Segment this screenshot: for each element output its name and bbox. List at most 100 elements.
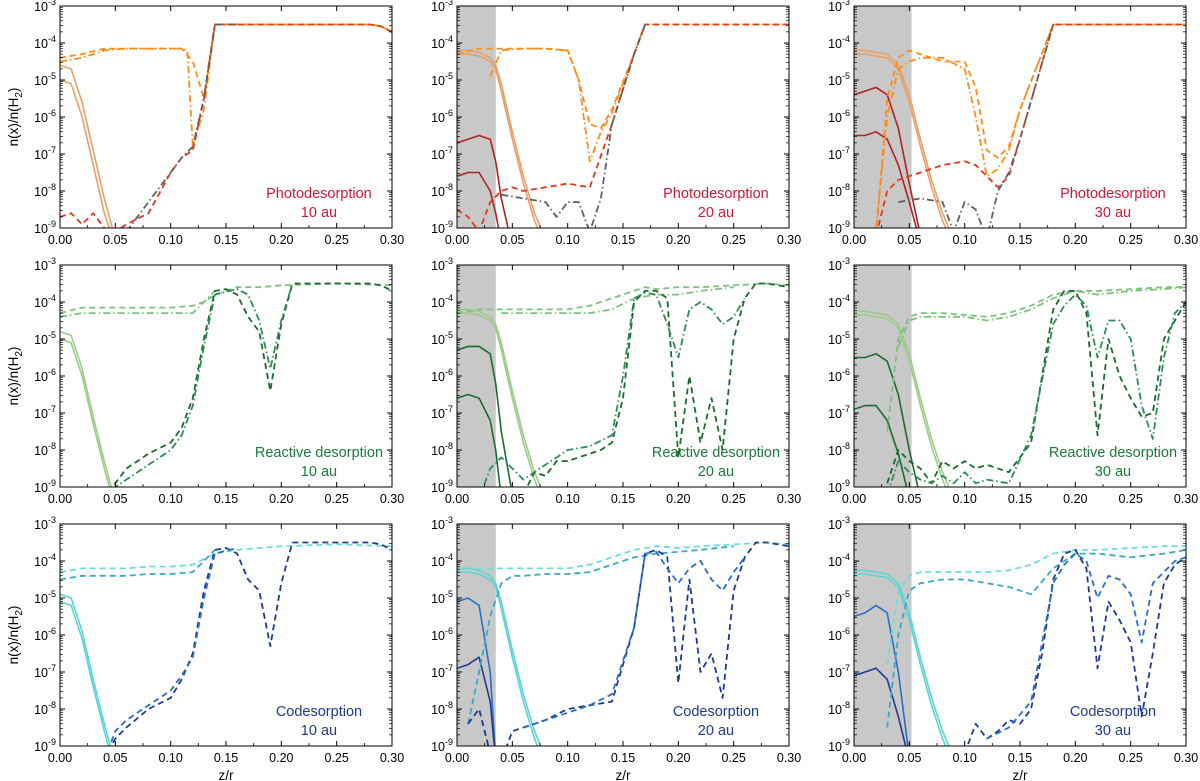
series-line-solid-4: [854, 404, 908, 487]
x-tick-label: 0.20: [666, 492, 690, 506]
x-tick-label: 0.15: [611, 233, 635, 247]
series-line-dash-1: [875, 23, 1186, 228]
panel-radius-label: 20 au: [698, 723, 734, 739]
series-line-solid-3: [854, 604, 909, 746]
series-line-solid-1: [457, 49, 542, 228]
x-axis-label: z/r: [219, 768, 235, 781]
y-tick-label: 10-8: [431, 441, 453, 458]
y-tick-label: 10-3: [431, 515, 453, 532]
y-tick-label: 10-6: [431, 367, 453, 384]
y-tick-label: 10-5: [431, 71, 453, 88]
x-tick-label: 0.10: [158, 233, 182, 247]
y-axis-label: n(x)/n(H2): [6, 347, 25, 406]
x-tick-label: 0.15: [214, 233, 238, 247]
y-axis-label: n(x)/n(H2): [6, 88, 25, 147]
series-line-solid-2: [60, 338, 111, 487]
y-tick-label: 10-7: [431, 404, 453, 421]
x-tick-label: 0.30: [1174, 492, 1198, 506]
panel-radius-label: 10 au: [301, 723, 337, 739]
panel-process-label: Codesorption: [1070, 704, 1156, 720]
x-tick-label: 0.00: [842, 492, 866, 506]
series-line-dashdot-1: [489, 24, 646, 163]
panel-process-label: Reactive desorption: [1049, 445, 1177, 461]
series-line-solid-2: [854, 573, 947, 746]
shaded-region: [457, 265, 496, 487]
x-tick-label: 0.15: [1008, 492, 1032, 506]
y-tick-label: 10-4: [431, 34, 453, 51]
x-tick-label: 0.20: [666, 233, 690, 247]
series-group: [854, 23, 1186, 228]
panel-codes-20: 0.00 0.05 0.10 0.15 0.20 0.25 0.30 10-9 10-8 10-7…: [431, 515, 801, 781]
y-tick-label: 10-6: [431, 108, 453, 125]
y-tick-label: 10-6: [34, 108, 56, 125]
y-tick-label: 10-8: [431, 182, 453, 199]
y-tick-label: 10-3: [34, 256, 56, 273]
series-line-dashdot-1: [60, 23, 392, 148]
x-tick-label: 0.25: [1118, 751, 1142, 765]
x-tick-label: 0.20: [1063, 492, 1087, 506]
y-tick-label: 10-9: [431, 219, 453, 236]
x-tick-label: 0.30: [380, 233, 404, 247]
panel-radius-label: 20 au: [698, 205, 734, 221]
series-line-dashdot-2: [501, 24, 646, 228]
x-tick-label: 0.25: [1118, 492, 1142, 506]
y-tick-label: 10-3: [34, 0, 56, 14]
series-line-solid-1: [60, 330, 113, 487]
x-tick-label: 0.00: [445, 751, 469, 765]
series-line-dash-3: [467, 541, 789, 746]
x-tick-label: 0.05: [103, 492, 127, 506]
y-tick-label: 10-8: [34, 700, 56, 717]
series-line-solid-1: [60, 593, 112, 746]
x-tick-label: 0.00: [445, 233, 469, 247]
series-line-solid-4: [457, 171, 500, 228]
panel-radius-label: 30 au: [1095, 723, 1131, 739]
x-tick-label: 0.30: [777, 492, 801, 506]
x-tick-label: 0.20: [1063, 233, 1087, 247]
y-tick-label: 10-7: [828, 663, 850, 680]
panel-process-label: Photodesorption: [266, 186, 372, 202]
y-tick-label: 10-9: [828, 737, 850, 754]
panel-radius-label: 20 au: [698, 464, 734, 480]
y-tick-label: 10-3: [431, 256, 453, 273]
x-tick-label: 0.15: [1008, 751, 1032, 765]
shaded-region: [457, 6, 496, 228]
x-tick-label: 0.15: [1008, 233, 1032, 247]
x-tick-label: 0.05: [897, 751, 921, 765]
series-line-dashdot-2: [128, 23, 238, 228]
series-line-dash-1: [60, 23, 392, 100]
y-tick-label: 10-6: [34, 367, 56, 384]
series-line-dash-1: [457, 541, 789, 570]
y-tick-label: 10-4: [34, 34, 56, 51]
y-tick-label: 10-3: [431, 0, 453, 14]
x-tick-label: 0.05: [500, 751, 524, 765]
series-line-dash-1: [886, 545, 1186, 665]
x-tick-label: 0.20: [269, 492, 293, 506]
panel-react-20: 0.00 0.05 0.10 0.15 0.20 0.25 0.30 10-9 10-8 10-7…: [431, 256, 801, 506]
x-tick-label: 0.00: [842, 233, 866, 247]
series-line-dashdot-1: [60, 290, 216, 318]
y-tick-label: 10-4: [34, 552, 56, 569]
y-tick-label: 10-7: [431, 145, 453, 162]
series-line-dash-3: [966, 549, 1186, 746]
series-line-dash-4: [108, 547, 238, 746]
series-line-solid-1: [854, 49, 950, 228]
y-tick-label: 10-5: [828, 589, 850, 606]
panel-radius-label: 10 au: [301, 205, 337, 221]
y-tick-label: 10-8: [34, 441, 56, 458]
y-tick-label: 10-4: [431, 293, 453, 310]
series-line-solid-1: [854, 569, 950, 746]
x-tick-label: 0.10: [952, 233, 976, 247]
y-tick-label: 10-6: [34, 626, 56, 643]
y-tick-label: 10-5: [828, 330, 850, 347]
series-line-solid-2: [854, 53, 947, 228]
shaded-region: [457, 524, 496, 746]
x-tick-label: 0.10: [555, 233, 579, 247]
series-line-dashdot-1: [501, 286, 734, 315]
series-line-solid-2: [60, 79, 111, 228]
x-tick-label: 0.30: [777, 751, 801, 765]
series-line-solid-1: [60, 64, 114, 228]
panel-process-label: Photodesorption: [1060, 186, 1166, 202]
shaded-region: [854, 524, 912, 746]
x-tick-label: 0.00: [445, 492, 469, 506]
y-tick-label: 10-3: [828, 0, 850, 14]
